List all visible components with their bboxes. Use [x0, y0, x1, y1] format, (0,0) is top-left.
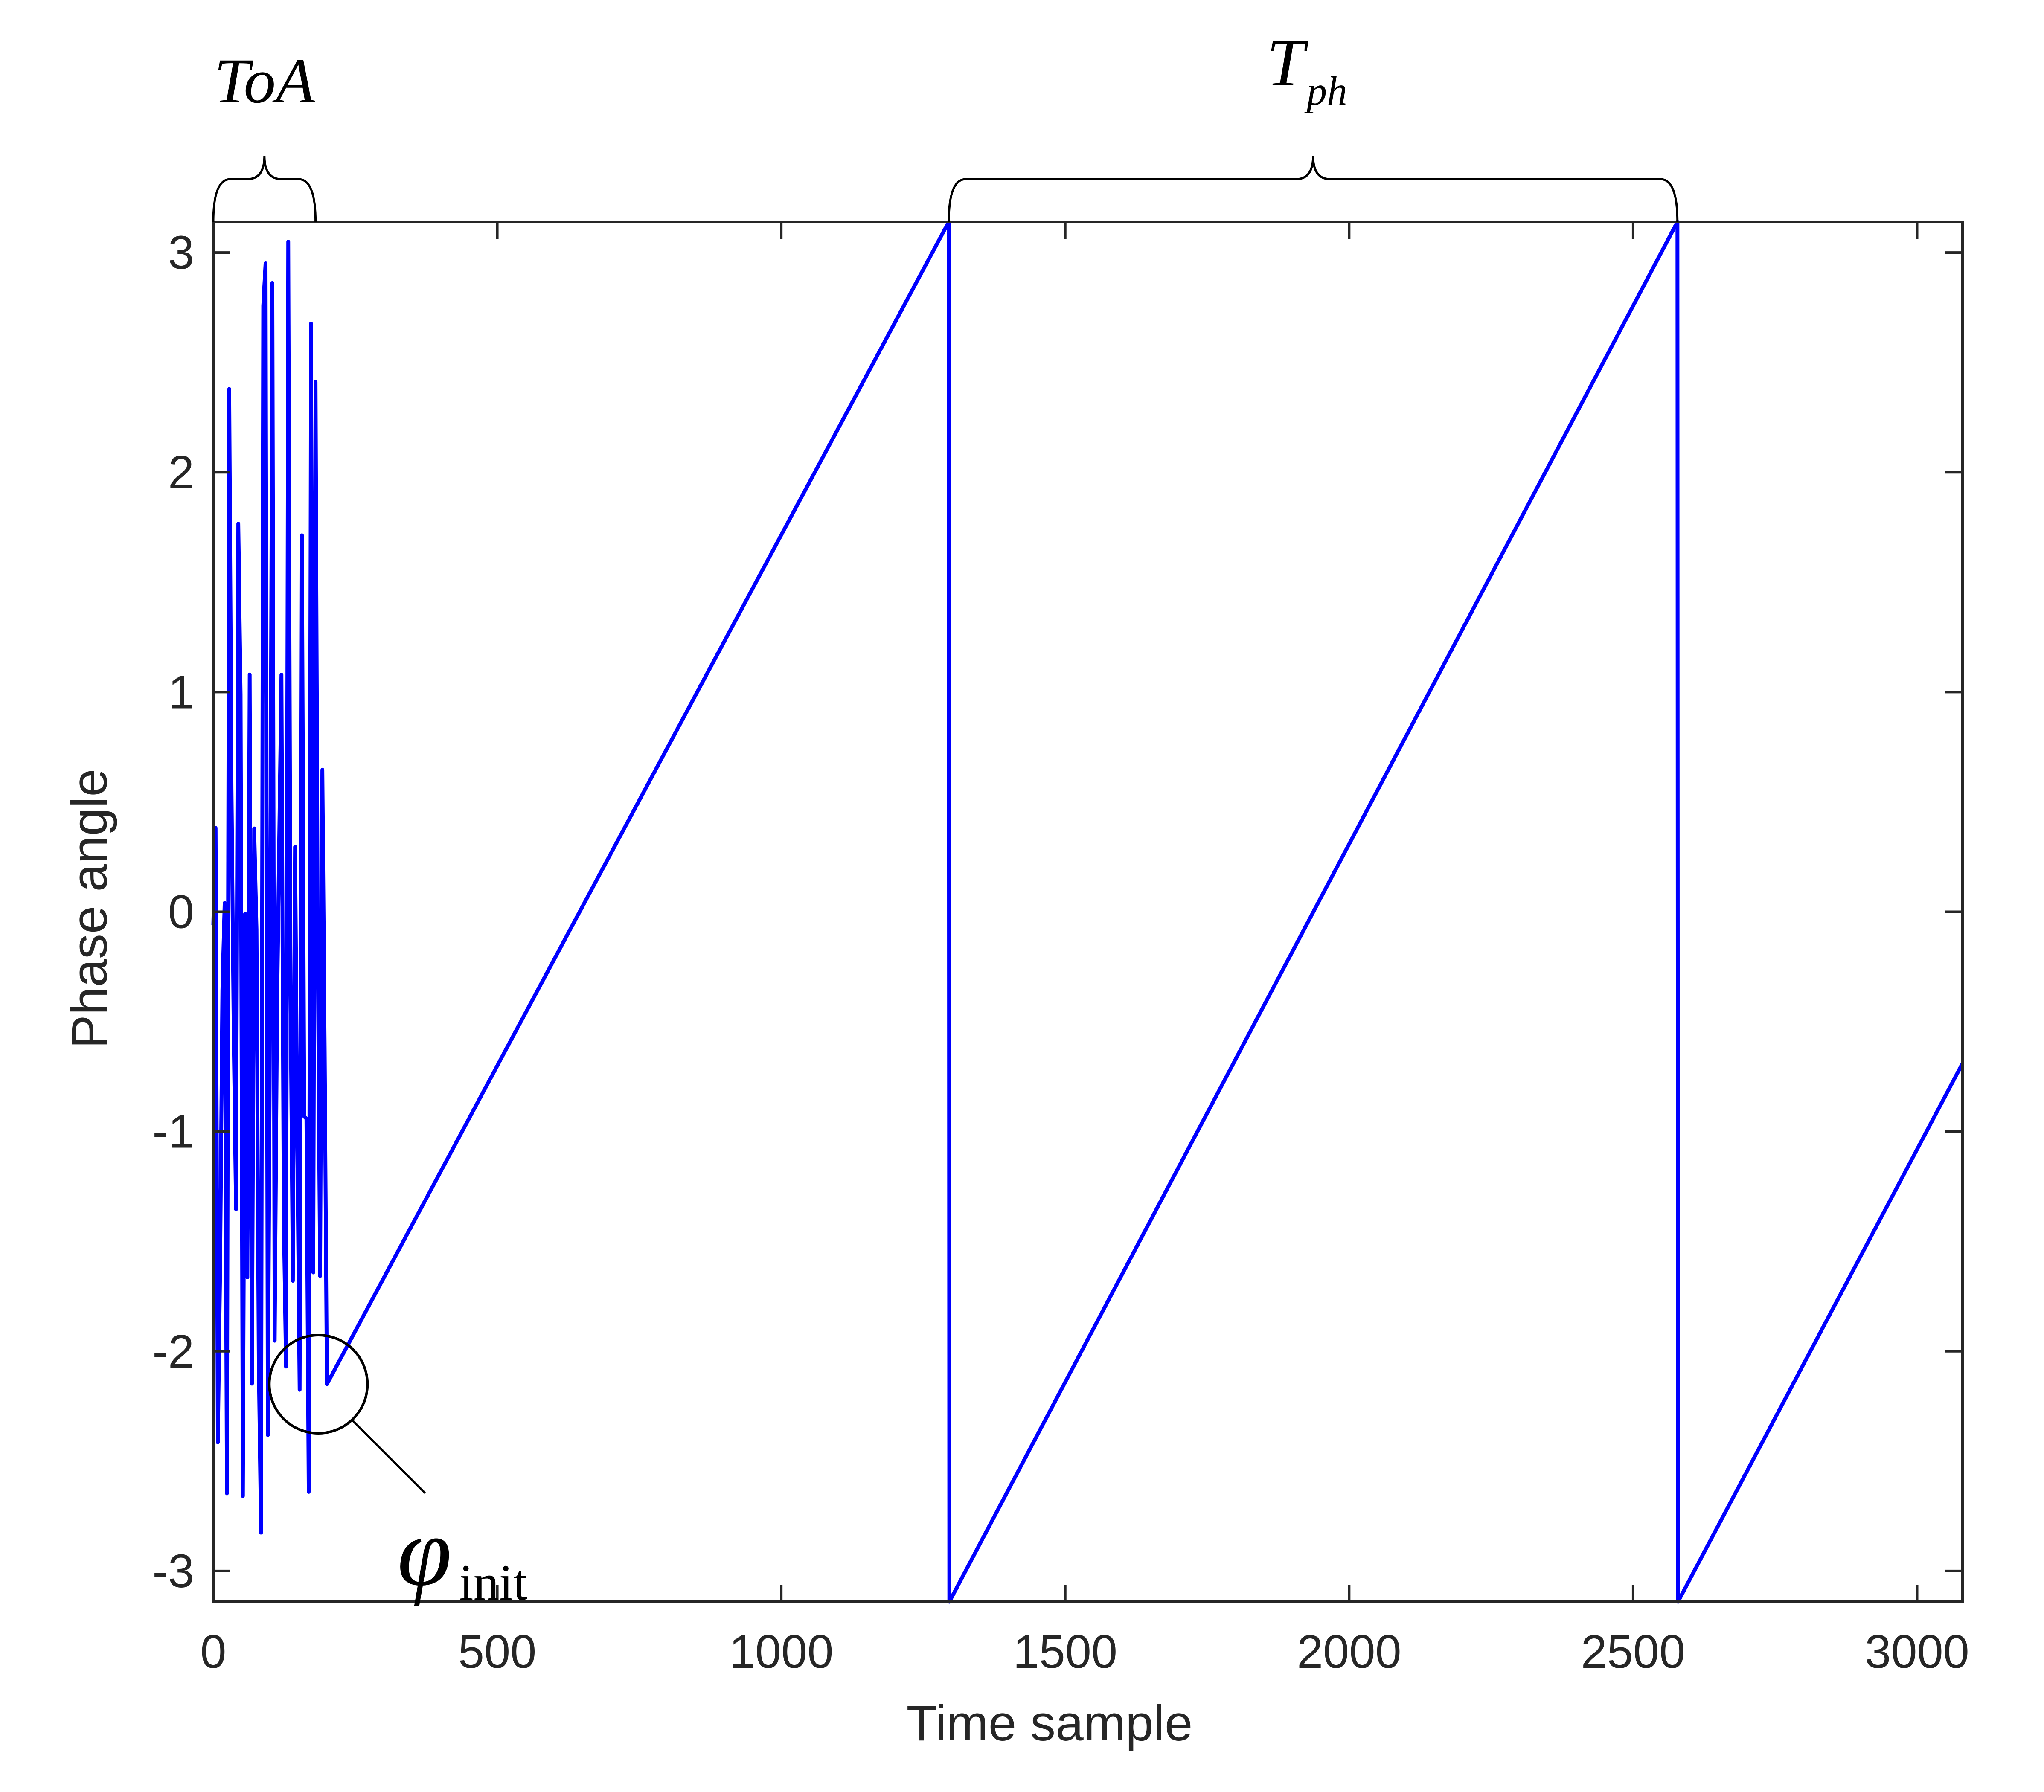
y-tick-label: 0 [168, 886, 194, 938]
y-axis-ticks: -3 -2 -1 0 1 2 3 [152, 227, 1963, 1597]
x-tick-label: 2000 [1297, 1626, 1401, 1678]
tph-brace [948, 155, 1679, 222]
y-tick-label: -2 [152, 1325, 194, 1378]
phi-init-leader [352, 1420, 426, 1494]
x-axis-ticks: 0 500 1000 1500 2000 2500 3000 [200, 222, 1969, 1678]
x-axis-label: Time sample [906, 1695, 1192, 1751]
x-tick-label: 2500 [1581, 1626, 1686, 1678]
y-tick-label: -1 [152, 1106, 194, 1158]
y-axis-label: Phase angle [61, 769, 118, 1048]
x-tick-label: 0 [200, 1626, 226, 1678]
x-tick-label: 500 [458, 1626, 537, 1678]
x-tick-label: 1500 [1013, 1626, 1117, 1678]
data-layer [211, 220, 1964, 1604]
toa-brace [212, 155, 317, 222]
phase-series-line [211, 220, 1964, 1604]
phi-init-subscript: init [459, 1554, 527, 1611]
y-tick-label: 3 [168, 227, 194, 279]
y-tick-label: 1 [168, 666, 194, 718]
phi-init-circle [268, 1334, 369, 1435]
y-tick-label: -3 [152, 1545, 194, 1597]
tph-label: T [1267, 24, 1309, 100]
tph-subscript: ph [1304, 68, 1347, 113]
x-tick-label: 3000 [1865, 1626, 1969, 1678]
phi-init-symbol: φ [397, 1497, 451, 1606]
x-tick-label: 1000 [729, 1626, 834, 1678]
toa-label: ToA [214, 46, 316, 116]
y-tick-label: 2 [168, 446, 194, 499]
